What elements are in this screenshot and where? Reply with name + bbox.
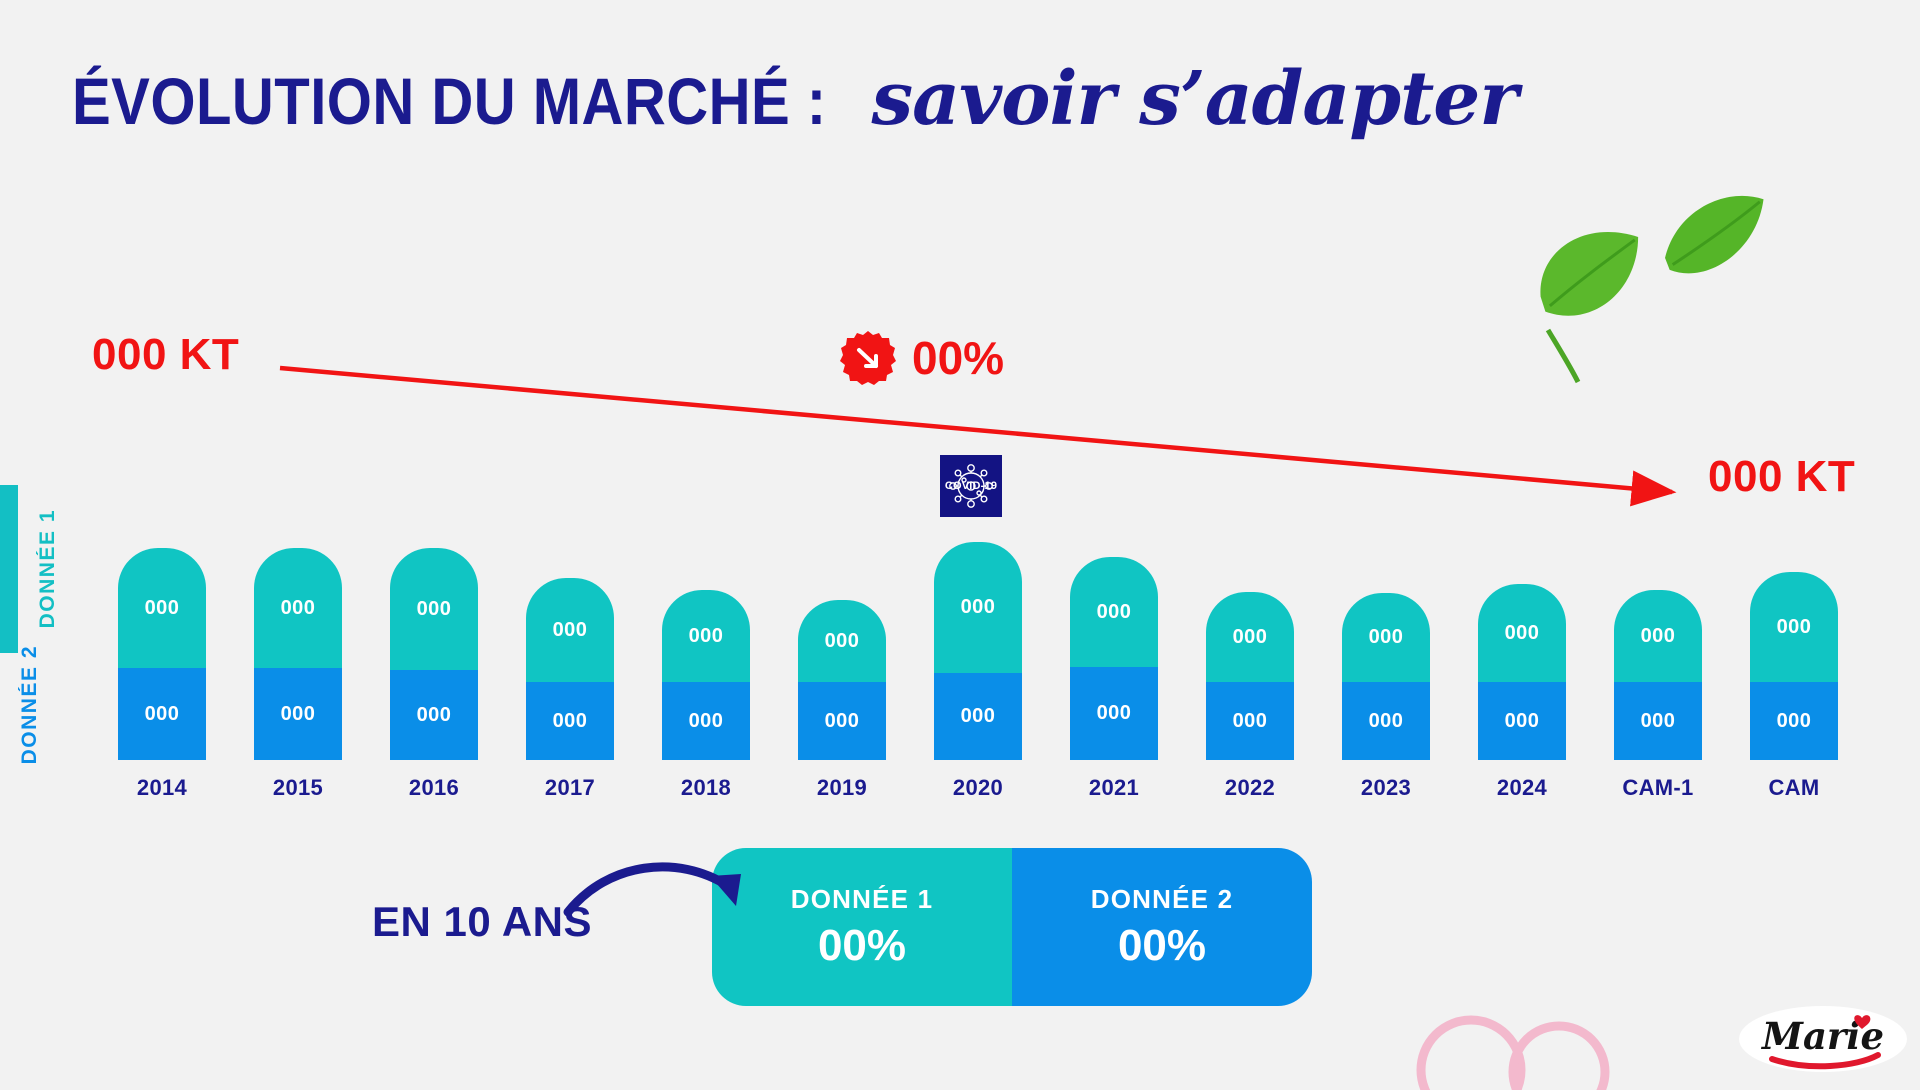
basil-leaves-icon <box>1540 195 1764 384</box>
bar-segment-donnee-1: 000 <box>662 590 750 682</box>
bar-segment-donnee-2: 000 <box>1478 682 1566 760</box>
summary-donnee-2: DONNÉE 2 00% <box>1012 848 1312 1006</box>
bar-segment-donnee-2: 000 <box>934 673 1022 760</box>
kt-value-right: 000 KT <box>1708 452 1856 501</box>
bar-column-2020: 000 000 <box>934 400 1022 760</box>
legend-label-donnee-2: DONNÉE 2 <box>18 645 41 765</box>
bar-segment-donnee-1: 000 <box>934 542 1022 673</box>
summary-donnee-2-value: 00% <box>1117 920 1207 970</box>
stacked-bar: 000 000 <box>1478 584 1566 760</box>
pink-rings-decor <box>1416 1015 1610 1090</box>
en-10-ans-label: EN 10 ANS <box>372 898 593 945</box>
stacked-bar: 000 000 <box>1614 590 1702 760</box>
legend-item-donnee-1: DONNÉE 1 <box>0 485 84 653</box>
legend-swatch-teal <box>0 485 18 653</box>
x-axis-label-2018: 2018 <box>680 775 732 800</box>
legend-item-donnee-2: DONNÉE 2 <box>0 645 66 765</box>
x-axis-label-2023: 2023 <box>1360 775 1412 800</box>
covid-19-badge: COVID-19 <box>940 455 1002 517</box>
bar-segment-donnee-2: 000 <box>118 668 206 760</box>
page-title-script: savoir s’adapter <box>871 56 1518 142</box>
bar-segment-donnee-2: 000 <box>1070 667 1158 760</box>
bar-column-2015: 000 000 <box>254 400 342 760</box>
page-title: ÉVOLUTION DU MARCHÉ : savoir s’adapter <box>72 56 1518 142</box>
stacked-bar: 000 000 <box>390 548 478 760</box>
x-axis-label-2017: 2017 <box>544 775 596 800</box>
curved-arrow-icon <box>563 862 741 917</box>
x-axis-label-2020: 2020 <box>952 775 1004 800</box>
bar-segment-donnee-2: 000 <box>1614 682 1702 760</box>
bar-segment-donnee-1: 000 <box>1070 557 1158 667</box>
bar-segment-donnee-1: 000 <box>1206 592 1294 682</box>
bar-segment-donnee-2: 000 <box>1342 682 1430 760</box>
kt-value-left: 000 KT <box>92 330 240 379</box>
bar-column-2017: 000 000 <box>526 400 614 760</box>
bar-segment-donnee-2: 000 <box>1750 682 1838 760</box>
bar-segment-donnee-2: 000 <box>1206 682 1294 760</box>
stacked-bar: 000 000 <box>934 542 1022 760</box>
bar-segment-donnee-1: 000 <box>798 600 886 682</box>
bar-column-2022: 000 000 <box>1206 400 1294 760</box>
bar-segment-donnee-1: 000 <box>390 548 478 670</box>
bar-segment-donnee-1: 000 <box>1342 593 1430 682</box>
bar-segment-donnee-2: 000 <box>662 682 750 760</box>
stacked-bar: 000 000 <box>1206 592 1294 760</box>
bar-column-cam-1: 000 000 <box>1614 400 1702 760</box>
bar-segment-donnee-1: 000 <box>1478 584 1566 682</box>
covid-19-label: COVID-19 <box>944 480 998 492</box>
bar-segment-donnee-1: 000 <box>118 548 206 668</box>
page-title-main: ÉVOLUTION DU MARCHÉ : <box>72 64 827 138</box>
bar-segment-donnee-1: 000 <box>1614 590 1702 682</box>
stacked-bar: 000 000 <box>254 548 342 760</box>
x-axis-label-cam: CAM <box>1768 775 1820 800</box>
x-axis-label-2022: 2022 <box>1224 775 1276 800</box>
x-axis-label-2021: 2021 <box>1088 775 1140 800</box>
stacked-bar: 000 000 <box>118 548 206 760</box>
bar-column-2018: 000 000 <box>662 400 750 760</box>
summary-donnee-2-title: DONNÉE 2 <box>1090 883 1234 914</box>
stacked-bar: 000 000 <box>1750 572 1838 760</box>
stacked-bar: 000 000 <box>798 600 886 760</box>
bar-column-2016: 000 000 <box>390 400 478 760</box>
bar-column-2023: 000 000 <box>1342 400 1430 760</box>
legend-label-donnee-1: DONNÉE 1 <box>36 509 59 629</box>
stacked-bar: 000 000 <box>1070 557 1158 760</box>
bar-column-2024: 000 000 <box>1478 400 1566 760</box>
x-axis-label-cam-1: CAM-1 <box>1622 775 1694 800</box>
bar-segment-donnee-2: 000 <box>798 682 886 760</box>
bar-segment-donnee-2: 000 <box>526 682 614 760</box>
arrow-down-right-icon <box>840 331 896 385</box>
bar-segment-donnee-2: 000 <box>254 668 342 760</box>
summary-donnee-1-title: DONNÉE 1 <box>790 883 934 914</box>
x-axis-label-2015: 2015 <box>272 775 324 800</box>
x-axis-label-2016: 2016 <box>408 775 460 800</box>
x-axis-labels: 2014 2015 2016 2017 2018 2019 2020 2021 2022 2023… <box>118 775 1848 805</box>
stacked-bar-chart: 000 000 000 000 000 000 000 000 000 000 000 000 000 0… <box>118 400 1848 760</box>
summary-legend-pill: DONNÉE 1 00% DONNÉE 2 00% <box>712 848 1312 1006</box>
x-axis-label-2019: 2019 <box>816 775 868 800</box>
bar-column-cam: 000 000 <box>1750 400 1838 760</box>
percent-drop-annotation: 00% <box>840 330 1004 386</box>
bar-column-2019: 000 000 <box>798 400 886 760</box>
bar-column-2014: 000 000 <box>118 400 206 760</box>
bar-segment-donnee-1: 000 <box>1750 572 1838 682</box>
stacked-bar: 000 000 <box>662 590 750 760</box>
x-axis-label-2024: 2024 <box>1496 775 1548 800</box>
bar-segment-donnee-2: 000 <box>390 670 478 760</box>
marie-logo: Marie <box>1739 1006 1907 1072</box>
stacked-bar: 000 000 <box>1342 593 1430 760</box>
summary-donnee-1-value: 00% <box>817 920 907 970</box>
stacked-bar: 000 000 <box>526 578 614 760</box>
summary-donnee-1: DONNÉE 1 00% <box>712 848 1012 1006</box>
x-axis-label-2014: 2014 <box>136 775 188 800</box>
percent-drop-value: 00% <box>912 332 1005 384</box>
bar-column-2021: 000 000 <box>1070 400 1158 760</box>
bar-segment-donnee-1: 000 <box>254 548 342 668</box>
bar-segment-donnee-1: 000 <box>526 578 614 682</box>
